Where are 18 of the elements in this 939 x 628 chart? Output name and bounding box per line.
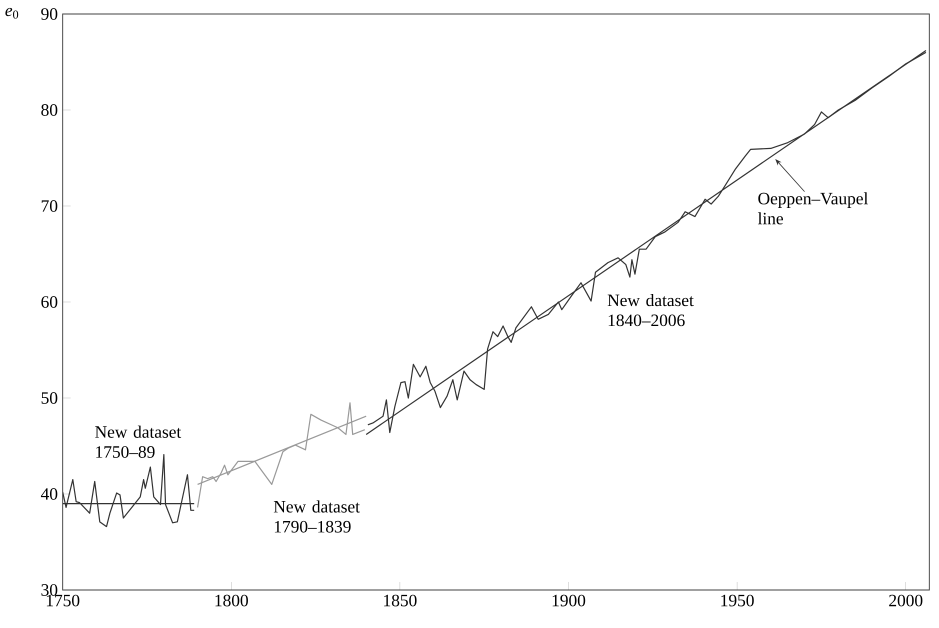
x-tick-label: 1850 xyxy=(384,594,417,606)
x-tick-label: 1800 xyxy=(215,594,248,606)
series-label: New dataset 1840–2006 xyxy=(608,294,694,326)
y-axis-title: e$_{0}$ xyxy=(5,8,18,19)
x-tick-label: 1950 xyxy=(721,594,754,606)
series-label: New dataset 1790–1839 xyxy=(274,500,360,533)
y-tick-label: 70 xyxy=(42,200,58,212)
x-tick-label: 2000 xyxy=(889,594,922,606)
y-tick-label: 40 xyxy=(40,488,58,500)
y-tick-label: 60 xyxy=(41,296,58,308)
series-label: New dataset 1750–89 xyxy=(95,426,182,458)
x-tick-label: 1900 xyxy=(552,594,586,606)
annotation: Oeppen–Vaupel line xyxy=(758,192,868,224)
x-tick-label: 1750 xyxy=(46,594,80,606)
y-tick-label: 30 xyxy=(41,584,58,596)
y-tick-label: 90 xyxy=(41,8,58,20)
y-tick-label: 80 xyxy=(41,104,58,116)
y-tick-label: 50 xyxy=(42,392,58,404)
